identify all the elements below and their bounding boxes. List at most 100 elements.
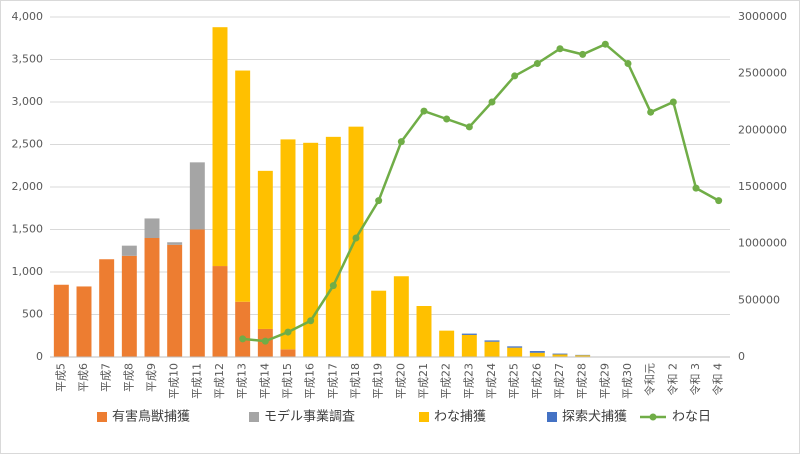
- line-point: [488, 98, 496, 106]
- bar: [167, 244, 183, 357]
- bar: [507, 347, 523, 357]
- bar: [167, 242, 183, 245]
- y-tick-label: 2,500: [12, 138, 44, 151]
- x-tick-label: 平成29: [598, 363, 611, 399]
- bar: [484, 340, 500, 342]
- x-tick-label: 平成10: [168, 363, 181, 399]
- x-tick-label: 令和 3: [688, 363, 702, 396]
- bar: [461, 333, 477, 335]
- line-point: [375, 197, 383, 205]
- line-point: [601, 40, 609, 48]
- line-point: [647, 108, 655, 116]
- line-point: [352, 234, 360, 242]
- legend-label: 探索犬捕獲: [562, 409, 627, 425]
- y-tick-label: 1,500: [12, 223, 44, 236]
- legend-label: わな捕獲: [434, 409, 486, 425]
- line-point: [307, 317, 315, 325]
- y-tick-label: 1,000: [12, 265, 44, 278]
- bar: [484, 341, 500, 357]
- y2-tick-label: 2000000: [738, 123, 787, 136]
- line-point: [465, 123, 473, 131]
- x-tick-label: 平成5: [54, 363, 67, 392]
- line-point: [556, 45, 564, 53]
- legend-label: 有害鳥獣捕獲: [112, 409, 190, 425]
- x-tick-label: 平成18: [349, 363, 362, 399]
- x-tick-label: 平成23: [462, 363, 475, 399]
- x-tick-label: 令和元: [643, 363, 657, 396]
- x-tick-label: 平成6: [77, 363, 90, 392]
- bar: [325, 136, 341, 357]
- bar: [348, 126, 364, 358]
- y2-tick-label: 1500000: [738, 180, 787, 193]
- line-point: [669, 98, 677, 106]
- legend-swatch: [419, 412, 429, 422]
- y-tick-label: 2,000: [12, 180, 44, 193]
- line-point: [579, 50, 587, 58]
- y-tick-label: 0: [36, 350, 43, 363]
- x-tick-label: 平成22: [440, 363, 453, 399]
- bar: [575, 355, 591, 357]
- x-tick-label: 平成25: [508, 363, 521, 399]
- x-tick-label: 平成11: [190, 363, 203, 399]
- x-tick-label: 平成17: [326, 363, 339, 399]
- x-tick-label: 平成12: [213, 363, 226, 399]
- x-tick-label: 平成8: [122, 363, 135, 392]
- x-tick-label: 平成20: [394, 363, 407, 399]
- x-tick-label: 平成14: [258, 363, 271, 399]
- x-tick-label: 令和 2: [665, 363, 679, 396]
- bar: [303, 142, 319, 357]
- y-tick-label: 3,000: [12, 95, 44, 108]
- y2-tick-label: 0: [738, 350, 745, 363]
- bar: [76, 286, 92, 357]
- y2-tick-label: 3000000: [738, 10, 787, 23]
- x-tick-label: 令和 4: [711, 363, 725, 396]
- line-point: [420, 107, 428, 115]
- x-tick-label: 平成21: [417, 363, 430, 399]
- line-point: [715, 197, 723, 205]
- bar: [280, 349, 296, 357]
- x-tick-label: 平成13: [236, 363, 249, 399]
- bar: [529, 352, 545, 357]
- x-tick-label: 平成7: [100, 363, 113, 392]
- y2-tick-label: 500000: [738, 293, 780, 306]
- line-point: [397, 138, 405, 146]
- bar: [257, 170, 273, 329]
- line-point: [284, 328, 292, 336]
- x-tick-label: 平成9: [145, 363, 158, 392]
- y-tick-label: 3,500: [12, 53, 44, 66]
- bar: [552, 354, 568, 357]
- bar: [53, 284, 69, 357]
- bar: [461, 334, 477, 357]
- y-tick-label: 500: [22, 308, 43, 321]
- legend-label: モデル事業調査: [264, 409, 355, 425]
- bar: [393, 276, 409, 357]
- bar: [529, 351, 545, 353]
- line: [242, 42, 720, 343]
- x-tick-label: 平成19: [372, 363, 385, 399]
- y-tick-label: 4,000: [12, 10, 44, 23]
- x-tick-label: 平成16: [304, 363, 317, 399]
- bar: [121, 245, 137, 256]
- bar: [99, 259, 115, 357]
- line-point: [511, 72, 519, 80]
- line-point: [239, 335, 247, 343]
- legend-swatch: [547, 412, 557, 422]
- bar: [235, 301, 251, 357]
- bar: [212, 266, 228, 357]
- x-tick-label: 平成27: [553, 363, 566, 399]
- x-tick-label: 平成30: [621, 363, 634, 399]
- bar: [416, 306, 432, 357]
- x-tick-label: 平成24: [485, 363, 498, 399]
- x-tick-label: 平成26: [530, 363, 543, 399]
- legend-swatch: [97, 412, 107, 422]
- bar: [371, 290, 387, 357]
- line-point: [329, 282, 337, 290]
- bar: [280, 139, 296, 350]
- y2-tick-label: 1000000: [738, 237, 787, 250]
- line-point: [261, 337, 269, 345]
- bar: [189, 162, 205, 230]
- bar: [189, 229, 205, 357]
- legend-label: わな日: [672, 410, 711, 425]
